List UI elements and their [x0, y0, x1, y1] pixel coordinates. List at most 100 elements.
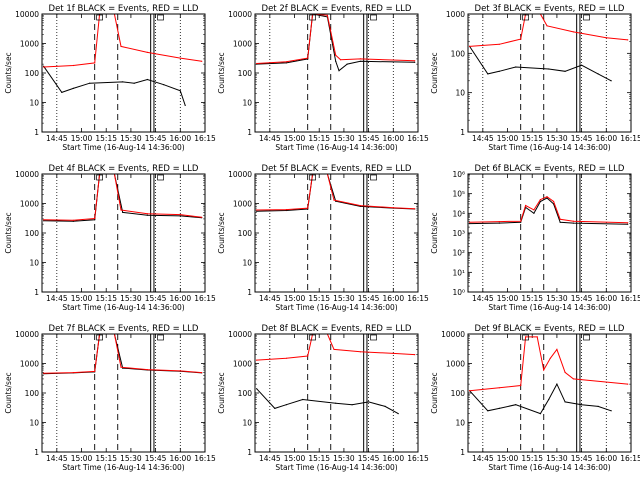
series-line-events: [256, 14, 415, 72]
time-box-marker: [370, 174, 377, 181]
time-box-marker: [96, 334, 103, 341]
x-tick-label: 15:30: [120, 454, 142, 463]
series-point-events: [256, 388, 258, 390]
chart-panel-3: Det 3f BLACK = Events, RED = LLD 1 10 100 10…: [430, 4, 640, 152]
y-tick-label: 10000: [228, 10, 252, 19]
x-tick-label: 16:15: [407, 454, 429, 463]
x-tick-label: 16:15: [620, 454, 640, 463]
series-point-events: [515, 66, 517, 68]
plot-frame: [254, 173, 419, 293]
y-tick-label: 10: [242, 419, 252, 428]
x-tick-label: 15:45: [358, 134, 380, 143]
x-tick-label: 15:00: [284, 294, 306, 303]
series-point-lld: [498, 43, 500, 45]
series-point-lld: [333, 348, 335, 350]
series-point-lld: [72, 372, 74, 374]
series-point-lld: [549, 357, 551, 359]
series-point-events: [384, 405, 386, 407]
y-tick-label: 1: [34, 128, 39, 137]
series-point-lld: [72, 219, 74, 221]
series-line-lld: [256, 334, 415, 361]
series-point-events: [61, 91, 63, 93]
chart-title: Det 8f BLACK = Events, RED = LLD: [262, 324, 412, 334]
series-point-events: [572, 222, 575, 224]
y-tick-label: 1000: [233, 200, 252, 209]
series-point-lld: [605, 37, 607, 39]
y-tick-label: 100: [25, 389, 40, 398]
series-point-events: [487, 410, 489, 412]
series-point-lld: [120, 209, 122, 211]
x-tick-label: 15:15: [521, 134, 543, 143]
time-box-marker: [309, 334, 316, 341]
x-axis-label: Start Time (16-Aug-14 14:36:00): [488, 463, 610, 472]
series-point-events: [94, 219, 96, 221]
x-tick-label: 15:00: [497, 294, 519, 303]
series-point-events: [520, 221, 522, 223]
y-tick-label: 100: [238, 69, 253, 78]
series-line-lld: [43, 174, 202, 221]
series-point-events: [515, 404, 517, 406]
series-point-events: [302, 398, 304, 401]
time-box-marker: [157, 174, 164, 181]
series-point-events: [487, 73, 489, 75]
series-point-events: [627, 223, 629, 225]
chart-title: Det 3f BLACK = Events, RED = LLD: [475, 4, 625, 14]
series-point-events: [122, 81, 124, 83]
series-point-lld: [414, 354, 416, 356]
x-tick-label: 15:30: [120, 134, 142, 143]
series-point-lld: [525, 336, 527, 338]
chart-panel-1: Det 1f BLACK = Events, RED = LLD 1 10 100 10…: [4, 4, 216, 152]
x-tick-label: 15:30: [333, 134, 355, 143]
y-tick-label: 100: [451, 49, 466, 58]
x-tick-label: 16:00: [382, 134, 404, 143]
series-point-lld: [559, 218, 561, 220]
series-point-events: [414, 61, 416, 63]
x-tick-label: 15:00: [284, 134, 306, 143]
series-point-events: [346, 63, 348, 65]
series-point-events: [548, 398, 550, 401]
x-tick-label: 15:00: [71, 454, 93, 463]
x-tick-label: 16:00: [382, 454, 404, 463]
x-tick-label: 15:30: [120, 294, 142, 303]
y-axis-label: Counts/sec: [217, 372, 226, 413]
time-box-marker: [522, 14, 529, 21]
x-tick-label: 14:45: [259, 454, 281, 463]
time-box-marker: [157, 14, 164, 21]
x-tick-label: 16:15: [407, 134, 429, 143]
x-tick-label: 15:15: [521, 454, 543, 463]
y-tick-label: 1: [247, 288, 252, 297]
series-point-lld: [572, 31, 575, 33]
series-point-events: [179, 215, 181, 217]
y-tick-label: 1: [247, 128, 252, 137]
plot-frame: [467, 333, 632, 453]
series-point-lld: [556, 348, 558, 350]
series-point-lld: [469, 390, 471, 392]
plot-frame: [254, 13, 419, 133]
x-tick-label: 15:00: [284, 454, 306, 463]
series-point-lld: [359, 351, 361, 353]
y-tick-label: 10000: [15, 170, 39, 179]
y-axis-label: Counts/sec: [4, 372, 13, 413]
time-box-marker: [309, 174, 316, 181]
y-tick-label: 1: [460, 448, 465, 457]
x-tick-label: 14:45: [46, 134, 68, 143]
x-tick-label: 15:30: [546, 454, 568, 463]
y-axis-label: Counts/sec: [430, 212, 439, 253]
series-point-lld: [285, 209, 287, 211]
series-point-lld: [201, 372, 203, 374]
y-tick-label: 10: [242, 259, 252, 268]
chart-title: Det 9f BLACK = Events, RED = LLD: [475, 324, 625, 334]
y-tick-label: 10³: [452, 229, 465, 238]
x-tick-label: 16:00: [595, 454, 617, 463]
series-point-events: [539, 413, 542, 415]
y-tick-label: 1000: [446, 360, 465, 369]
series-point-events: [368, 401, 370, 403]
series-point-events: [610, 410, 612, 412]
series-point-lld: [201, 216, 203, 218]
series-point-events: [335, 402, 337, 404]
series-point-lld: [520, 384, 522, 387]
y-tick-label: 10: [455, 89, 465, 98]
series-line-lld: [43, 334, 202, 374]
series-point-lld: [392, 207, 394, 209]
x-tick-label: 16:15: [194, 294, 216, 303]
